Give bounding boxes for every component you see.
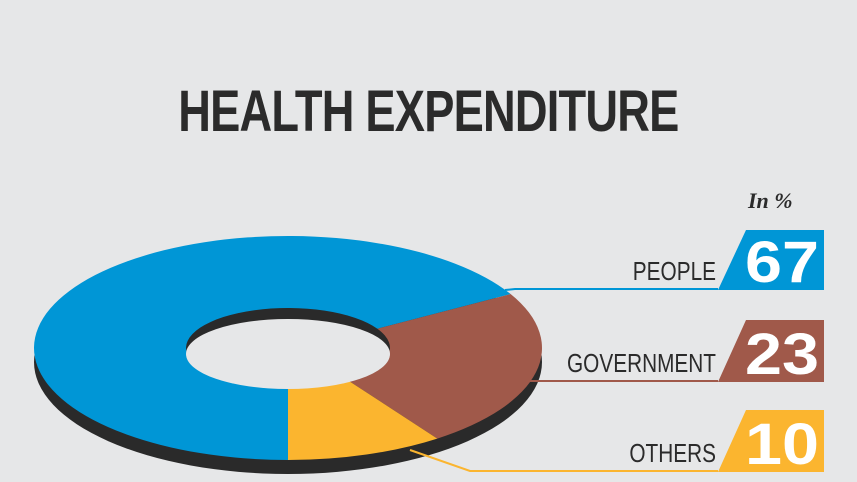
donut-hole — [186, 319, 390, 389]
slice-others — [288, 380, 438, 460]
category-label-government: GOVERNMENT — [567, 349, 716, 378]
slice-government — [347, 294, 542, 439]
value-panel-people — [718, 230, 824, 290]
value-label-others: 10 — [745, 412, 819, 477]
category-label-others: OTHERS — [629, 439, 716, 468]
donut-slices — [34, 236, 542, 460]
leader-line-people — [504, 288, 718, 291]
value-label-government: 23 — [745, 322, 819, 387]
value-panel-government — [718, 320, 824, 382]
category-label-people: PEOPLE — [633, 257, 716, 286]
unit-label: In % — [748, 188, 793, 213]
legend: 67 PEOPLE 23 GOVERNMENT 10 OTHERS — [567, 230, 824, 477]
value-label-people: 67 — [745, 230, 819, 295]
value-panel-others — [718, 410, 824, 472]
leader-lines — [409, 288, 718, 472]
chart-title: HEALTH EXPENDITURE — [178, 79, 679, 144]
slice-people — [34, 236, 511, 460]
leader-line-others — [409, 449, 718, 472]
